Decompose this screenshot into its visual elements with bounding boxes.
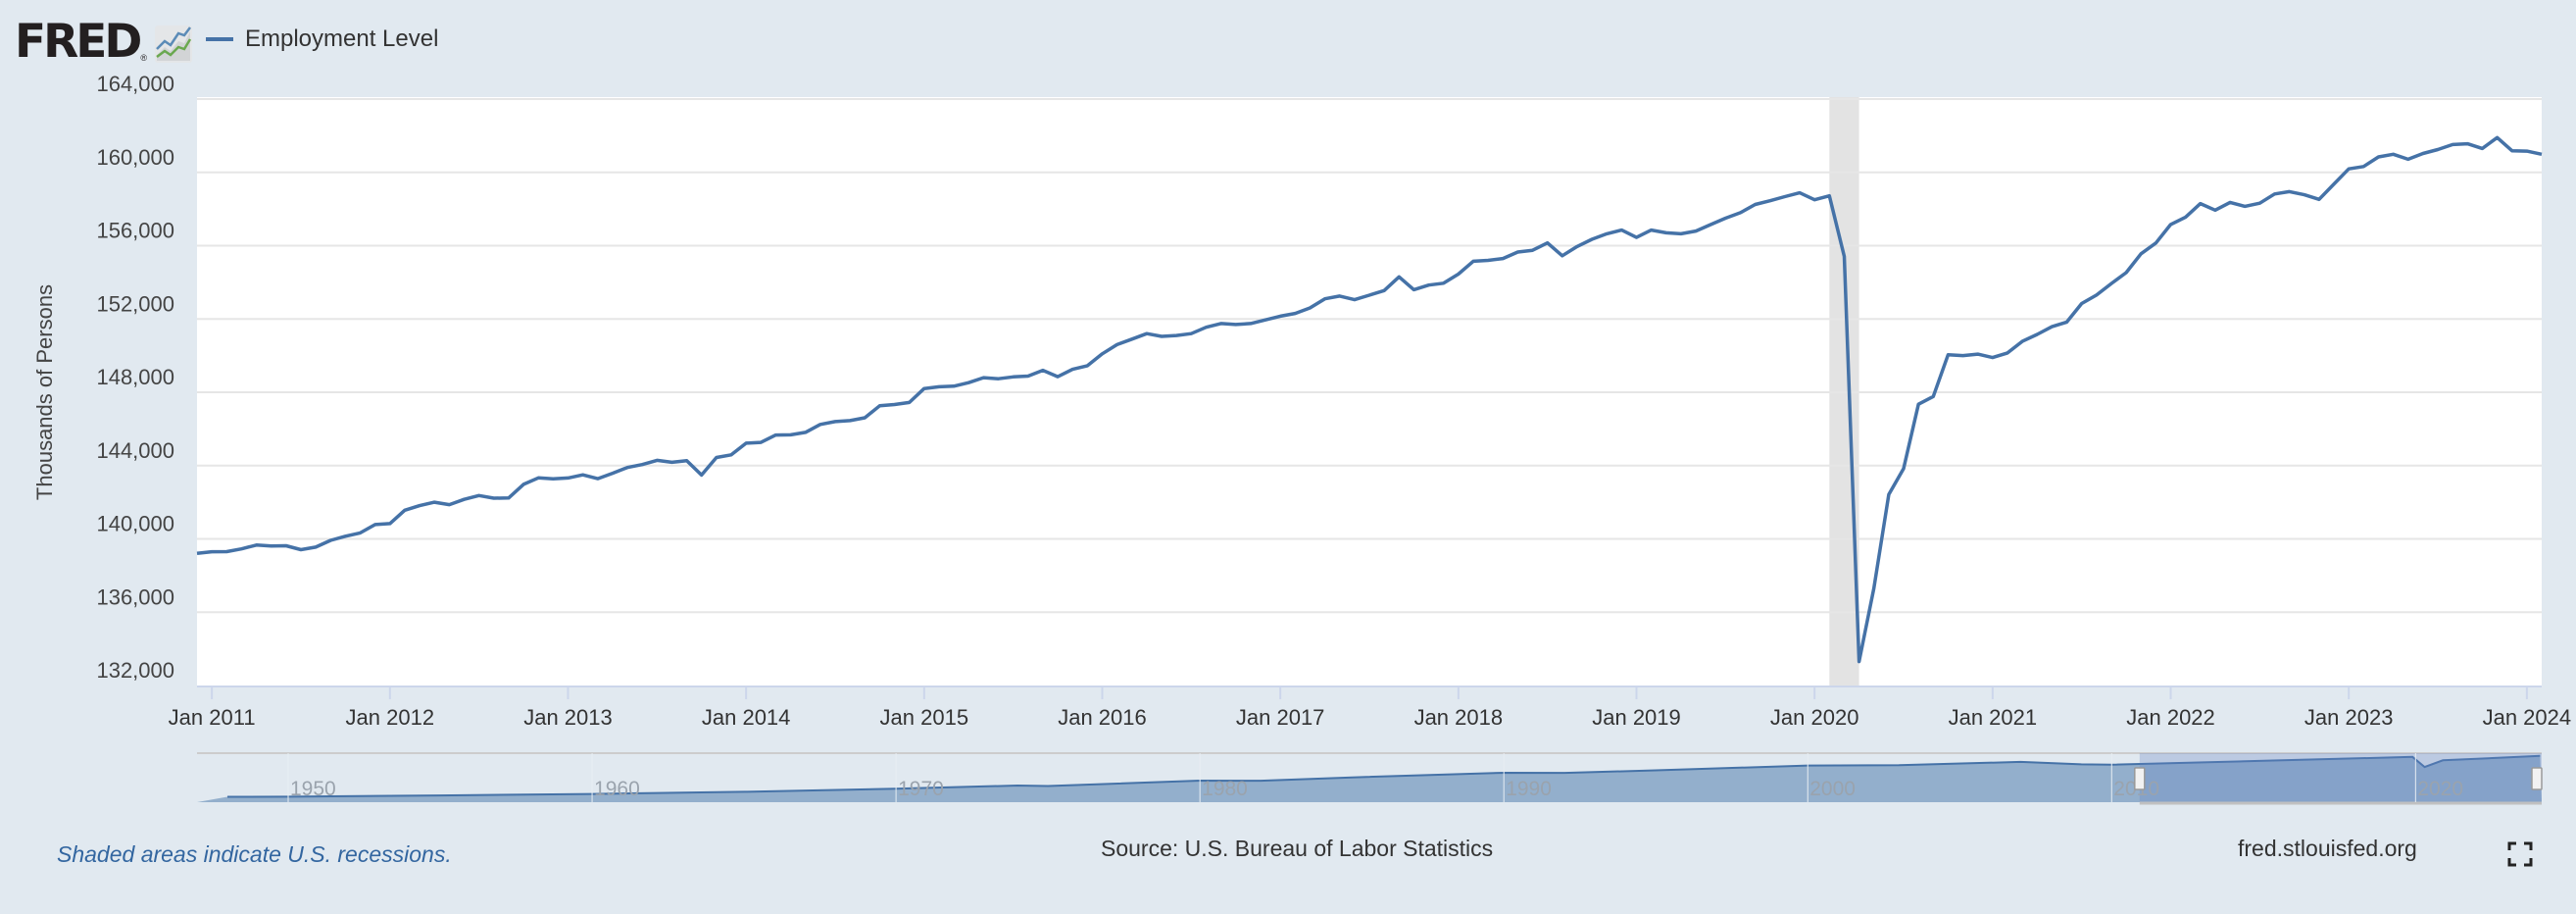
y-tick-label: 152,000 [96, 291, 174, 316]
recession-note: Shaded areas indicate U.S. recessions. [57, 841, 452, 867]
x-tick-label: Jan 2024 [2483, 705, 2572, 730]
y-tick-label: 144,000 [96, 438, 174, 463]
x-tick-label: Jan 2021 [1949, 705, 2038, 730]
y-axis-labels: 132,000 136,000 140,000 144,000 148,000 152,0… [96, 72, 174, 683]
source-text: Source: U.S. Bureau of Labor Statistics [1101, 836, 1494, 861]
series-line-employment-level[interactable] [196, 135, 2543, 664]
site-link[interactable]: fred.stlouisfed.org [2238, 836, 2417, 861]
y-tick-label: 140,000 [96, 512, 174, 536]
navigator-area [197, 755, 2542, 802]
x-tick-label: Jan 2019 [1592, 705, 1681, 730]
fred-chart-icon [155, 25, 193, 63]
navigator-selection[interactable] [2139, 753, 2542, 802]
legend[interactable]: Employment Level [206, 25, 438, 53]
x-tick-label: Jan 2022 [2126, 705, 2215, 730]
x-tick-label: Jan 2012 [346, 705, 435, 730]
navigator-year-label: 1990 [1506, 778, 1552, 800]
x-tick-label: Jan 2011 [169, 705, 256, 730]
x-axis: Jan 2011 Jan 2012 Jan 2013 Jan 2014 Jan 2015… [169, 686, 2571, 730]
navigator-year-label: 2020 [2417, 778, 2463, 800]
y-tick-label: 160,000 [96, 145, 174, 170]
x-tick-label: Jan 2020 [1770, 705, 1859, 730]
x-tick-label: Jan 2015 [880, 705, 969, 730]
x-tick-label: Jan 2018 [1414, 705, 1504, 730]
legend-line-swatch [206, 37, 233, 41]
navigator-year-label: 2000 [1809, 778, 1856, 800]
y-tick-label: 156,000 [96, 219, 174, 243]
fred-logo[interactable]: FRED ® [15, 15, 193, 69]
navigator-handle-left[interactable] [2134, 767, 2146, 790]
navigator-line [226, 754, 2541, 798]
navigator-year-label: 1980 [1202, 778, 1248, 800]
x-tick-label: Jan 2013 [523, 705, 613, 730]
x-tick-label: Jan 2016 [1058, 705, 1147, 730]
legend-label: Employment Level [245, 25, 439, 52]
x-tick-label: Jan 2023 [2304, 705, 2394, 730]
navigator-year-label: 1970 [898, 778, 944, 800]
y-tick-label: 136,000 [96, 584, 174, 609]
navigator[interactable]: 19501960197019801990200020102020 [197, 752, 2543, 805]
y-tick-label: 164,000 [96, 72, 174, 96]
logo-text: FRED [15, 15, 142, 69]
registered-mark: ® [140, 53, 148, 63]
fullscreen-icon[interactable] [2507, 841, 2533, 867]
navigator-handle-right[interactable] [2531, 767, 2543, 790]
navigator-year-label: 1960 [594, 778, 640, 800]
y-tick-label: 132,000 [96, 658, 174, 683]
y-tick-label: 148,000 [96, 365, 174, 389]
x-tick-label: Jan 2014 [702, 705, 791, 730]
navigator-year-label: 1950 [290, 778, 336, 800]
x-tick-label: Jan 2017 [1236, 705, 1325, 730]
